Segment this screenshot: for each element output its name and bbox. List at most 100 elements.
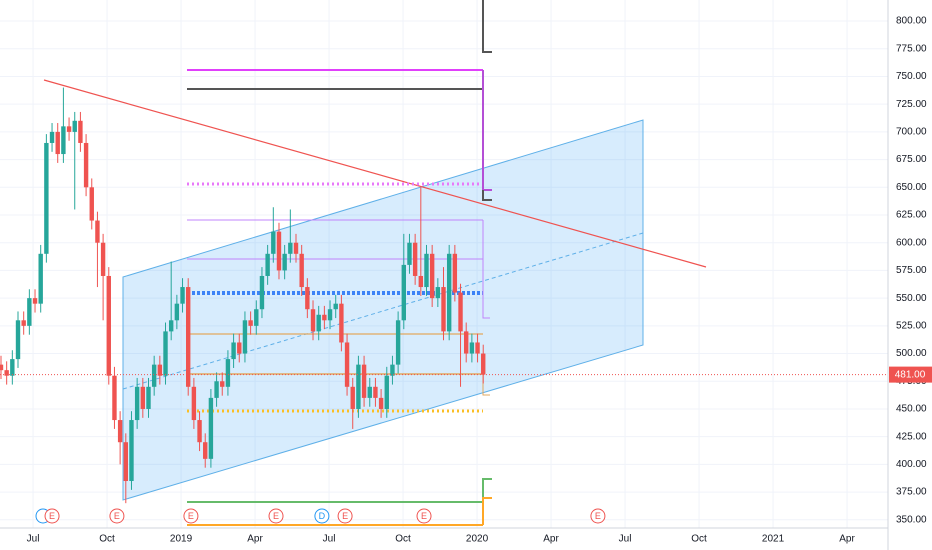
candle-body (299, 253, 304, 288)
event-circle (183, 508, 199, 524)
candle-body (78, 120, 83, 143)
y-tick-label: 650.00 (896, 182, 927, 193)
candle-body (4, 370, 9, 376)
candle-body (254, 309, 259, 326)
candle-body (322, 314, 327, 321)
candle-body (186, 287, 191, 387)
candle-body (350, 386, 355, 409)
event-circle (314, 508, 330, 524)
candle-body (134, 386, 140, 421)
candle-body (203, 442, 208, 459)
candle-body (242, 320, 248, 354)
candle-body (481, 353, 486, 375)
drawings (43, 0, 707, 526)
candle-body (316, 314, 321, 332)
candle-body (191, 386, 197, 421)
candle-body (424, 253, 429, 288)
candle-body (418, 275, 424, 288)
candle-body (271, 231, 276, 254)
event-label: E (188, 511, 194, 521)
event-circle (337, 508, 353, 524)
candle-body (282, 253, 287, 271)
event-label: E (273, 511, 279, 521)
candle-body (395, 320, 401, 365)
candle-body (446, 253, 452, 332)
candle-body (157, 364, 163, 376)
candle-body (21, 320, 26, 326)
candle-body (401, 264, 406, 321)
candle-body (452, 253, 458, 293)
y-tick-label: 400.00 (896, 459, 927, 470)
candle-body (214, 381, 219, 398)
candle-body (305, 287, 310, 310)
event-circle (416, 508, 432, 524)
bracket (482, 190, 492, 201)
candle-body (100, 242, 106, 276)
axes: 350.00375.00400.00425.00450.00475.00500.… (27, 16, 932, 545)
candle-body (435, 287, 441, 299)
candle-body (361, 364, 367, 398)
y-tick-label: 375.00 (896, 487, 927, 498)
candle-body (83, 142, 89, 188)
candle-body (367, 386, 372, 398)
event-marker: E (44, 508, 60, 524)
x-tick-label: Apr (247, 534, 263, 545)
x-tick-label: Apr (543, 534, 559, 545)
candle-body (220, 381, 225, 387)
bracket (482, 478, 492, 502)
candle-body (89, 187, 94, 221)
event-marker: E (416, 508, 432, 524)
candle-body (146, 386, 151, 409)
candle-body (293, 242, 299, 254)
event-marker: E (268, 508, 284, 524)
candle-body (310, 309, 316, 332)
candle-body (66, 126, 72, 132)
candle-body (151, 364, 157, 387)
y-tick-label: 800.00 (896, 16, 927, 27)
candle-body (10, 359, 15, 376)
candle-body (288, 242, 293, 254)
candle-body (44, 142, 49, 254)
y-tick-label: 425.00 (896, 431, 927, 442)
candle-body (276, 231, 282, 271)
bracket (482, 497, 492, 525)
event-circle (268, 508, 284, 524)
candle-body (117, 420, 123, 443)
candle-body (475, 342, 480, 354)
x-tick-label: Oct (395, 534, 411, 545)
candle-body (0, 364, 4, 371)
event-marker: E (109, 508, 125, 524)
candle-body (129, 420, 134, 482)
candle-body (225, 359, 231, 387)
candle-body (237, 342, 242, 354)
event-label: D (319, 511, 326, 521)
candle-body (378, 397, 384, 409)
x-tick-label: Apr (839, 534, 855, 545)
y-tick-label: 550.00 (896, 293, 927, 304)
candle-body (208, 397, 214, 459)
candle-body (38, 253, 43, 304)
event-circle (109, 508, 125, 524)
candle-body (265, 253, 270, 276)
x-tick-label: Jul (619, 534, 632, 545)
y-tick-label: 675.00 (896, 154, 927, 165)
event-circle (44, 508, 60, 524)
candle-body (106, 275, 111, 376)
y-tick-label: 575.00 (896, 265, 927, 276)
x-tick-label: 2019 (170, 534, 193, 545)
candle-body (344, 342, 350, 387)
price-axis (888, 0, 932, 550)
candle-body (61, 126, 66, 155)
candle-body (356, 364, 361, 409)
candle-body (72, 120, 77, 132)
last-price-box (889, 366, 932, 383)
event-circle (590, 508, 606, 524)
candle-body (231, 342, 236, 360)
y-tick-label: 725.00 (896, 99, 927, 110)
event-label: E (49, 511, 55, 521)
x-tick-label: 2020 (466, 534, 489, 545)
candle-body (168, 320, 174, 332)
x-tick-label: Jul (323, 534, 336, 545)
